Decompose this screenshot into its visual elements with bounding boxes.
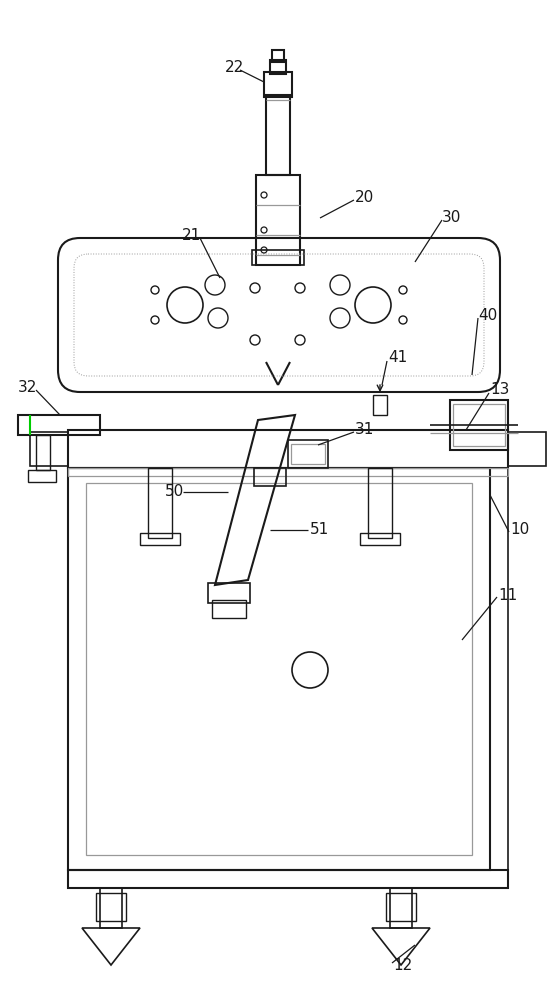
Bar bbox=[254, 468, 286, 486]
Bar bbox=[36, 435, 50, 470]
Bar bbox=[30, 432, 68, 466]
Bar bbox=[68, 430, 508, 468]
Text: 20: 20 bbox=[355, 190, 374, 206]
Bar bbox=[373, 395, 387, 415]
Bar bbox=[256, 175, 300, 265]
Bar bbox=[212, 600, 246, 618]
Text: 31: 31 bbox=[355, 422, 374, 438]
Bar bbox=[68, 468, 490, 870]
Bar bbox=[264, 72, 292, 97]
Bar bbox=[270, 60, 286, 74]
Text: 51: 51 bbox=[310, 522, 329, 538]
Bar bbox=[360, 533, 400, 545]
Bar bbox=[291, 444, 325, 464]
Text: 41: 41 bbox=[388, 351, 407, 365]
Text: 11: 11 bbox=[498, 587, 517, 602]
Text: 50: 50 bbox=[165, 485, 184, 499]
Text: 10: 10 bbox=[510, 522, 529, 538]
Bar bbox=[28, 470, 56, 482]
Bar bbox=[86, 483, 472, 855]
Bar bbox=[390, 888, 412, 928]
Bar bbox=[272, 50, 284, 62]
Text: 13: 13 bbox=[490, 382, 509, 397]
Bar bbox=[148, 468, 172, 538]
Text: 12: 12 bbox=[393, 958, 412, 972]
Text: 22: 22 bbox=[225, 60, 244, 76]
Text: 21: 21 bbox=[182, 228, 201, 242]
Bar bbox=[508, 432, 546, 466]
Bar bbox=[490, 468, 508, 870]
Bar bbox=[96, 893, 126, 921]
Text: 30: 30 bbox=[442, 211, 461, 226]
Bar bbox=[368, 468, 392, 538]
Bar bbox=[386, 893, 416, 921]
Bar bbox=[266, 95, 290, 175]
Text: 40: 40 bbox=[478, 308, 497, 324]
Bar bbox=[140, 533, 180, 545]
Bar bbox=[208, 583, 250, 603]
Bar bbox=[288, 440, 328, 468]
Text: 32: 32 bbox=[18, 380, 37, 395]
Bar bbox=[252, 250, 304, 265]
Bar bbox=[18, 415, 100, 435]
Bar bbox=[68, 870, 508, 888]
Bar bbox=[100, 888, 122, 928]
Bar bbox=[450, 400, 508, 450]
Bar bbox=[453, 404, 505, 446]
Bar bbox=[68, 468, 508, 476]
